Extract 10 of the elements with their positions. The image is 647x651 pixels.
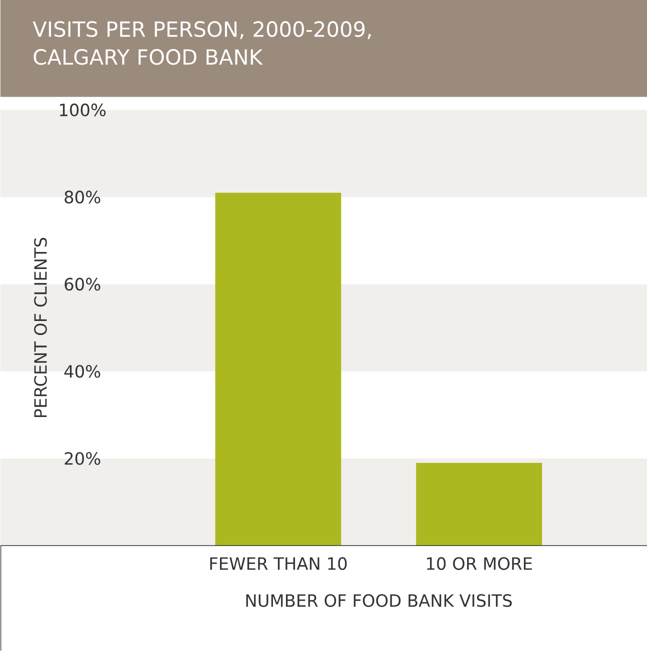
x-tick-label: FEWER THAN 10	[210, 557, 346, 570]
y-axis-title: PERCENT OF CLIENTS	[34, 238, 47, 418]
x-axis-title: NUMBER OF FOOD BANK VISITS	[246, 594, 512, 607]
y-tick-label: 100%	[60, 104, 106, 116]
y-tick-label: 20%	[64, 452, 100, 465]
y-tick-label: 80%	[64, 190, 100, 204]
y-tick-label: 60%	[64, 278, 100, 291]
x-tick-label: 10 OR MORE	[426, 557, 532, 570]
chart-title: VISITS PER PERSON, 2000-2009, CALGARY FOOD BANK	[32, 21, 370, 65]
y-tick-label: 40%	[64, 364, 100, 378]
